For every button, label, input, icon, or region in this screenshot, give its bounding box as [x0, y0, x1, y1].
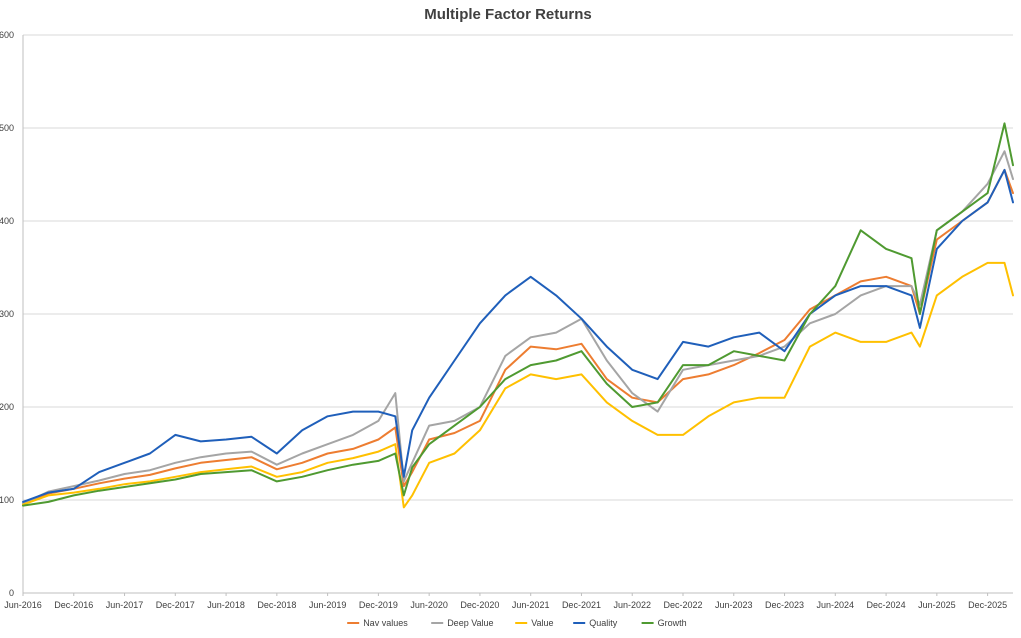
- legend-label-deep-value: Deep Value: [447, 618, 493, 628]
- x-tick-label: Jun-2018: [207, 600, 245, 610]
- legend-label-growth: Growth: [658, 618, 687, 628]
- y-tick-label: 100: [0, 495, 14, 505]
- x-tick-label: Jun-2024: [817, 600, 855, 610]
- x-tick-label: Dec-2019: [359, 600, 398, 610]
- y-tick-label: 500: [0, 123, 14, 133]
- x-tick-label: Dec-2024: [867, 600, 906, 610]
- y-tick-label: 600: [0, 30, 14, 40]
- series-line-value: [22, 261, 1014, 509]
- x-tick-label: Dec-2018: [257, 600, 296, 610]
- legend-label-value: Value: [531, 618, 553, 628]
- x-tick-label: Jun-2025: [918, 600, 956, 610]
- x-tick-label: Dec-2016: [54, 600, 93, 610]
- x-tick-label: Dec-2020: [460, 600, 499, 610]
- x-axis: Jun-2016 Dec-2016 Jun-2017 Dec-2017 Jun-2018…: [4, 592, 1013, 610]
- x-tick-label: Jun-2020: [410, 600, 448, 610]
- x-tick-label: Dec-2017: [156, 600, 195, 610]
- x-tick-label: Jun-2016: [4, 600, 42, 610]
- x-tick-label: Dec-2023: [765, 600, 804, 610]
- y-tick-label: 200: [0, 402, 14, 412]
- series-line-deep-value: [22, 150, 1014, 505]
- series-line-nav-values: [22, 168, 1014, 506]
- series-line-growth: [22, 122, 1014, 507]
- series-lines: [22, 122, 1014, 509]
- y-tick-label: 0: [9, 588, 14, 598]
- legend-label-quality: Quality: [589, 618, 618, 628]
- legend-label-nav-values: Nav values: [363, 618, 408, 628]
- y-tick-label: 400: [0, 216, 14, 226]
- x-tick-label: Jun-2017: [106, 600, 144, 610]
- x-tick-label: Jun-2019: [309, 600, 347, 610]
- x-tick-label: Dec-2021: [562, 600, 601, 610]
- legend: Nav values Deep Value Value Quality Growth: [347, 618, 687, 628]
- chart-title: Multiple Factor Returns: [424, 6, 592, 23]
- y-tick-label: 300: [0, 309, 14, 319]
- x-tick-label: Jun-2022: [613, 600, 651, 610]
- y-axis: 0 100 200 300 400 500 600: [0, 30, 24, 598]
- gridlines: [23, 34, 1013, 501]
- x-tick-label: Jun-2023: [715, 600, 753, 610]
- x-tick-label: Jun-2021: [512, 600, 550, 610]
- x-tick-label: Dec-2025: [968, 600, 1007, 610]
- x-tick-label: Dec-2022: [663, 600, 702, 610]
- series-line-quality: [22, 168, 1014, 503]
